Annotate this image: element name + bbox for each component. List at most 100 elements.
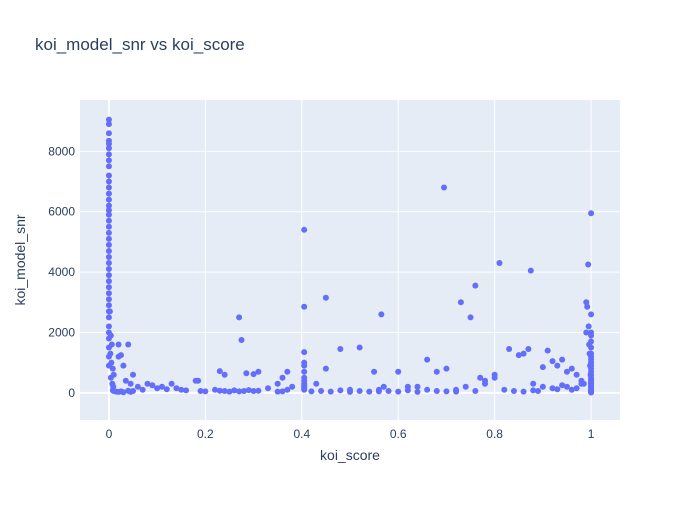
data-point — [105, 278, 112, 285]
data-point — [105, 323, 112, 330]
data-point — [255, 387, 262, 394]
chart-title: koi_model_snr vs koi_score — [35, 35, 245, 54]
data-point — [477, 374, 484, 381]
data-point — [520, 350, 527, 357]
data-point — [472, 388, 479, 395]
data-point — [105, 260, 112, 267]
x-tick-label: 0.6 — [390, 427, 407, 441]
data-point — [414, 388, 421, 395]
data-point — [274, 388, 281, 395]
data-point — [216, 387, 223, 394]
data-point — [322, 365, 329, 372]
data-point — [105, 202, 112, 209]
data-point — [250, 388, 257, 395]
data-point — [395, 388, 402, 395]
data-point — [559, 356, 566, 363]
data-point — [433, 368, 440, 375]
data-point — [588, 311, 595, 318]
data-point — [243, 370, 250, 377]
y-tick-label: 0 — [68, 386, 75, 400]
data-point — [453, 388, 460, 395]
data-point — [301, 368, 308, 375]
tick-labels: 0 0.2 0.4 0.6 0.8 1 0 2000 4000 6000 8000 — [48, 144, 594, 441]
data-point — [501, 386, 508, 393]
data-point — [385, 388, 392, 395]
data-point — [105, 229, 112, 236]
data-point — [337, 346, 344, 353]
data-point — [105, 121, 112, 128]
data-point — [588, 338, 595, 345]
data-point — [106, 308, 113, 315]
data-point — [125, 341, 132, 348]
data-point — [279, 374, 286, 381]
data-point — [578, 380, 585, 387]
data-point — [107, 332, 114, 339]
data-point — [585, 261, 592, 268]
data-point — [107, 374, 114, 381]
data-point — [221, 388, 228, 395]
data-point — [144, 380, 151, 387]
data-point — [491, 374, 498, 381]
data-point — [404, 387, 411, 394]
y-tick-label: 4000 — [48, 265, 75, 279]
x-tick-label: 0.2 — [197, 427, 214, 441]
y-axis-title: koi_model_snr — [12, 214, 28, 305]
data-point — [301, 362, 308, 369]
data-point — [274, 380, 281, 387]
data-point — [380, 383, 387, 390]
data-point — [549, 358, 556, 365]
data-point — [482, 380, 488, 387]
y-tick-label: 2000 — [48, 325, 75, 339]
data-point — [327, 388, 334, 395]
data-point — [105, 211, 112, 218]
data-point — [527, 267, 534, 274]
data-point — [322, 294, 329, 301]
x-tick-label: 0 — [106, 427, 113, 441]
data-point — [313, 380, 320, 387]
data-point — [163, 386, 170, 393]
gridlines — [80, 100, 620, 420]
data-point — [108, 359, 115, 366]
data-point — [134, 383, 141, 390]
data-point — [250, 371, 257, 378]
data-point — [149, 382, 156, 389]
data-point — [105, 172, 112, 179]
data-point — [226, 388, 233, 395]
data-point — [289, 383, 296, 390]
data-point — [109, 365, 116, 372]
data-point — [525, 346, 532, 353]
data-point — [105, 284, 112, 291]
data-point — [584, 303, 591, 310]
data-point — [107, 350, 114, 357]
data-point — [130, 371, 137, 378]
data-point — [105, 151, 112, 158]
data-point — [105, 178, 112, 185]
data-point — [240, 388, 247, 395]
data-point — [563, 383, 570, 390]
data-point — [457, 299, 464, 306]
x-tick-label: 0.4 — [293, 427, 310, 441]
data-point — [178, 386, 185, 393]
data-point — [443, 388, 450, 395]
data-point — [130, 388, 137, 395]
data-point — [588, 332, 595, 339]
data-point — [212, 386, 218, 393]
data-point — [105, 207, 112, 214]
data-point — [530, 387, 537, 394]
data-point — [588, 344, 595, 351]
data-point — [371, 368, 378, 375]
data-point — [108, 341, 115, 348]
data-point — [414, 383, 421, 390]
data-point — [120, 389, 127, 396]
data-point — [301, 303, 308, 310]
data-point — [559, 382, 566, 389]
data-point — [105, 157, 112, 164]
data-points — [105, 116, 595, 396]
data-point — [105, 253, 112, 260]
data-point — [568, 365, 575, 372]
data-point — [105, 217, 112, 224]
data-point — [117, 352, 124, 359]
data-point — [318, 388, 325, 395]
data-point — [301, 349, 308, 356]
